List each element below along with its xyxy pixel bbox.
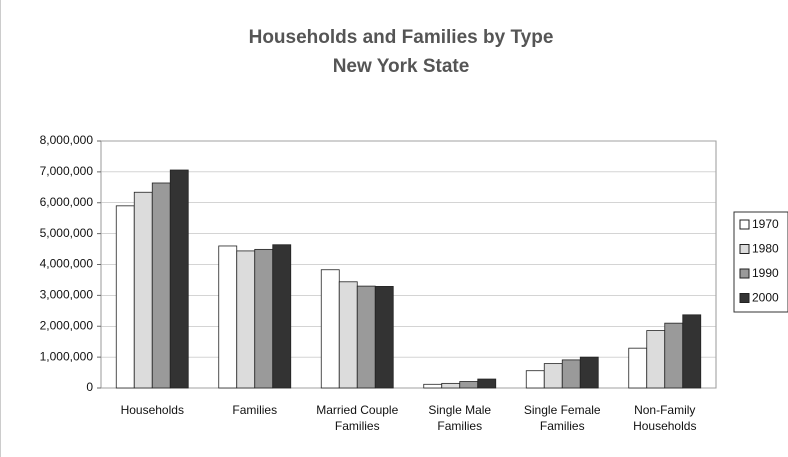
y-tick-label: 0 (86, 380, 93, 394)
bar (169, 169, 189, 389)
bar (338, 281, 358, 389)
bar (664, 322, 684, 389)
legend-swatch (739, 244, 750, 254)
bar (133, 191, 153, 389)
bar (628, 347, 648, 389)
bar (374, 286, 394, 389)
bar (151, 182, 171, 389)
legend-swatch (739, 293, 750, 303)
bar (236, 250, 256, 389)
bar (561, 359, 581, 389)
y-tick-label: 5,000,000 (40, 226, 94, 240)
y-tick-label: 4,000,000 (40, 257, 94, 271)
y-tick-label: 8,000,000 (40, 133, 94, 147)
bar (459, 381, 479, 389)
bar (254, 248, 274, 389)
x-tick-label: Households (120, 403, 184, 417)
bar (543, 363, 563, 389)
bar (579, 356, 599, 389)
bar (218, 245, 238, 389)
bar (477, 378, 497, 389)
bar (423, 383, 443, 389)
bar (356, 285, 376, 389)
y-tick-label: 7,000,000 (40, 164, 94, 178)
bar (525, 370, 545, 389)
bar (441, 382, 461, 389)
legend-swatch (739, 268, 750, 279)
legend-label: 1970 (752, 217, 779, 231)
chart-subtitle: New York State (333, 56, 470, 77)
legend-label: 2000 (752, 291, 779, 305)
legend-swatch (739, 219, 750, 230)
y-tick-label: 2,000,000 (40, 318, 94, 332)
x-tick-label: Single Male Families (428, 403, 492, 433)
bar (320, 269, 340, 389)
legend-label: 1990 (752, 266, 779, 280)
y-tick-label: 6,000,000 (40, 195, 94, 209)
y-tick-label: 1,000,000 (40, 349, 94, 363)
bar (682, 314, 702, 389)
legend-label: 1980 (752, 242, 779, 256)
y-tick-label: 3,000,000 (40, 288, 94, 302)
x-tick-label: Families (232, 403, 278, 417)
bar (646, 330, 666, 389)
x-tick-label: Single Female Families (523, 403, 601, 433)
bar (272, 244, 292, 389)
chart-title: Households and Families by Type (249, 27, 554, 48)
x-tick-label: Non-Family Households (633, 403, 697, 433)
bar (115, 205, 135, 389)
x-tick-label: Married Couple Families (316, 403, 399, 433)
